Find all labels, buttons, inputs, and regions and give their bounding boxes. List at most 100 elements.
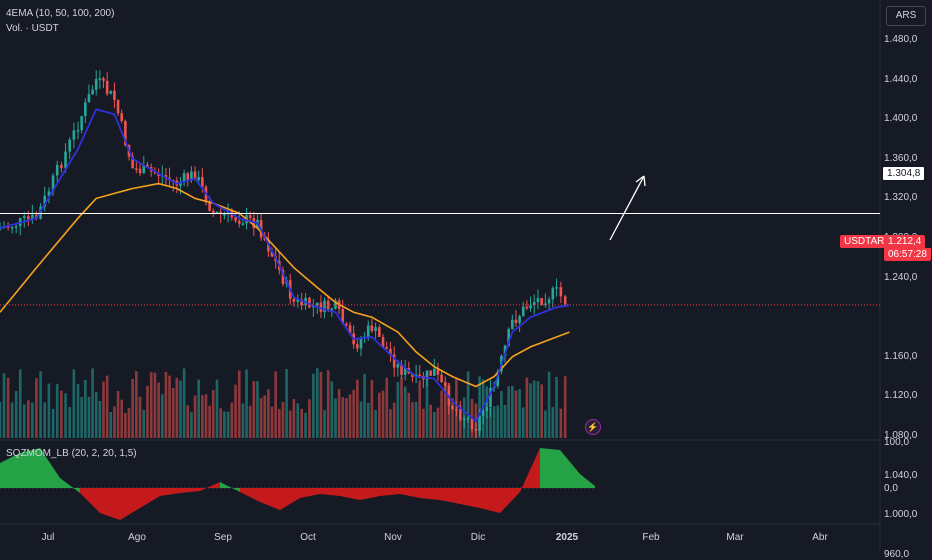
volume-bar — [245, 369, 248, 438]
volume-bar — [532, 380, 536, 438]
candle-body — [241, 223, 245, 225]
volume-bar — [204, 394, 208, 438]
oscillator-axis-tick: 0,0 — [884, 483, 898, 494]
candle-body — [392, 354, 396, 368]
candle-body — [10, 227, 14, 229]
oscillator-histogram — [240, 488, 260, 502]
volume-bar — [462, 397, 466, 438]
time-axis-tick: Jul — [41, 532, 55, 543]
volume-bar — [68, 407, 71, 438]
candle-body — [348, 325, 352, 334]
volume-bar — [135, 371, 138, 438]
volume-bar — [352, 389, 355, 438]
ema-indicator-label[interactable]: 4EMA (10, 50, 100, 200) — [6, 8, 115, 19]
oscillator-histogram — [160, 488, 180, 496]
volume-bar — [285, 369, 288, 438]
candle-body — [98, 78, 102, 80]
candle-body — [440, 374, 443, 383]
price-axis-tick: 1.400,0 — [884, 113, 918, 125]
candle-body — [389, 348, 392, 355]
volume-bar — [47, 383, 51, 438]
candle-body — [359, 338, 363, 349]
volume-bar — [392, 402, 396, 438]
volume-bar — [300, 408, 303, 438]
volume-bar — [396, 381, 400, 438]
volume-bar — [288, 410, 292, 438]
volume-bar — [389, 409, 392, 438]
volume-bar — [39, 371, 42, 438]
volume-bar — [64, 393, 67, 438]
volume-bar — [138, 396, 142, 438]
oscillator-histogram — [80, 488, 100, 513]
volume-indicator-label[interactable]: Vol. · USDT — [6, 23, 59, 34]
volume-bar — [385, 377, 389, 438]
volume-bar — [345, 398, 348, 438]
candle-body — [164, 175, 168, 178]
volume-bar — [422, 408, 425, 438]
volume-bar — [296, 403, 300, 438]
candle-body — [308, 297, 311, 308]
volume-bar — [337, 389, 341, 438]
volume-bar — [451, 398, 454, 438]
volume-bar — [35, 378, 38, 438]
volume-bar — [511, 385, 514, 438]
volume-bar — [304, 412, 307, 438]
candle-body — [532, 301, 536, 306]
candle-body — [120, 113, 124, 122]
candle-body — [356, 344, 359, 349]
candle-body — [555, 287, 558, 289]
volume-bar — [518, 389, 521, 438]
volume-bar — [374, 409, 377, 438]
oscillator-indicator-label[interactable]: SQZMOM_LB (20, 2, 20, 1,5) — [6, 448, 137, 459]
candle-body — [91, 89, 94, 95]
price-axis[interactable]: 1.480,01.440,01.400,01.360,01.320,01.280… — [878, 0, 932, 560]
volume-bar — [215, 379, 219, 438]
candle-body — [518, 316, 521, 323]
level-price-badge: 1.304,8 — [882, 166, 926, 181]
oscillator-histogram — [140, 488, 160, 508]
oscillator-histogram — [480, 488, 500, 513]
volume-bar — [113, 406, 116, 438]
candle-body — [400, 363, 403, 375]
candle-body — [429, 370, 432, 376]
volume-bar — [51, 408, 55, 438]
price-axis-tick: 1.360,0 — [884, 152, 918, 164]
candle-body — [334, 300, 337, 309]
volume-bar — [31, 402, 34, 438]
candle-body — [234, 217, 237, 221]
candle-body — [248, 215, 252, 219]
volume-bar — [400, 377, 403, 438]
volume-bar — [278, 409, 281, 438]
volume-bar — [443, 381, 447, 438]
volume-bar — [263, 395, 267, 438]
candle-body — [381, 336, 385, 348]
currency-button[interactable]: ARS — [886, 6, 926, 26]
volume-bar — [43, 402, 47, 438]
candle-body — [370, 325, 374, 332]
volume-bar — [102, 381, 105, 438]
volume-bar — [124, 412, 127, 438]
price-axis-tick: 1.040,0 — [884, 469, 918, 481]
volume-bar — [440, 390, 443, 438]
volume-bar — [466, 371, 470, 438]
candle-body — [270, 251, 274, 257]
replay-icon[interactable]: ⚡ — [585, 419, 601, 435]
oscillator-histogram — [260, 488, 280, 510]
candle-body — [186, 173, 190, 180]
ema-fast-line — [0, 108, 570, 423]
volume-bar — [149, 372, 153, 438]
volume-bar — [164, 371, 168, 438]
time-axis-tick: Feb — [642, 532, 660, 543]
volume-bar — [433, 411, 436, 438]
volume-bar — [6, 377, 10, 438]
volume-bar — [414, 401, 418, 438]
currency-button-label: ARS — [895, 10, 917, 21]
candle-body — [521, 306, 525, 317]
volume-bar — [496, 405, 500, 438]
volume-bar — [127, 408, 131, 438]
candle-body — [525, 306, 529, 309]
time-axis-tick: Abr — [812, 532, 828, 543]
volume-bar — [197, 379, 200, 438]
volume-bar — [323, 410, 326, 438]
